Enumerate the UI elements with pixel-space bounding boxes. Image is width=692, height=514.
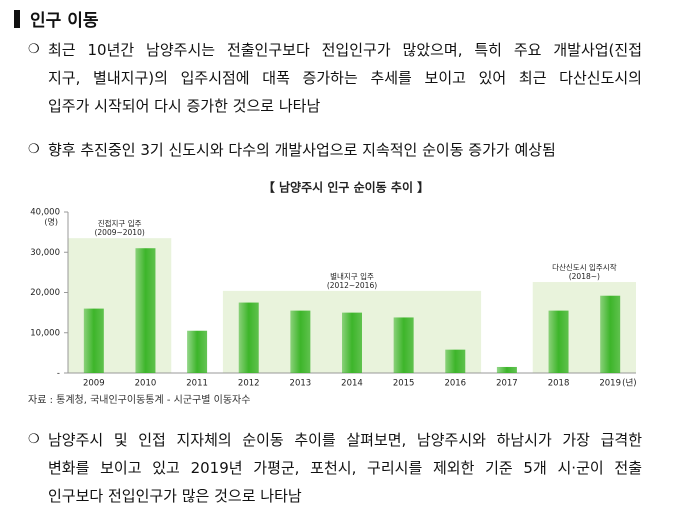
text-line: 남양주시 및 인접 지자체의 순이동 추이를 살펴보면, 남양주시와 하남시가 … <box>48 431 642 449</box>
y-tick-label: 40,000 <box>30 208 60 218</box>
x-unit: (년) <box>622 378 636 388</box>
band-label: 별내지구 입주 <box>330 271 374 281</box>
chart-title: 【 남양주시 인구 순이동 추이 】 <box>263 180 429 195</box>
source-note: 자료 : 통계청, 국내인구이동통계 - 시군구별 이동자수 <box>28 395 251 406</box>
bar <box>135 248 156 373</box>
text-line: 입주가 시작되어 다시 증가한 것으로 나타남 <box>48 97 321 115</box>
x-tick-label: 2016 <box>444 379 466 388</box>
bar <box>290 310 311 373</box>
paragraph: ❍ 남양주시 및 인접 지자체의 순이동 추이를 살펴보면, 남양주시와 하남시가… <box>28 426 642 510</box>
x-tick-label: 2010 <box>135 379 157 388</box>
section-heading: 인구 이동 <box>14 6 98 31</box>
bar <box>342 312 362 373</box>
y-tick-label: 20,000 <box>30 288 60 298</box>
x-tick-label: 2009 <box>83 379 105 388</box>
band-period: (2018~) <box>569 272 600 281</box>
bar <box>393 317 414 373</box>
paragraph-text: 최근 10년간 남양주시는 전출인구보다 전입인구가 많았으며, 특히 주요 개… <box>48 36 642 120</box>
x-tick-label: 2019 <box>599 379 621 388</box>
chart: 【 남양주시 인구 순이동 추이 】 진접지구 입주(2009~2010) 별내지… <box>30 180 636 388</box>
y-tick-label: 30,000 <box>30 248 60 258</box>
text-line: 최근 10년간 남양주시는 전출인구보다 전입인구가 많았으며, 특히 주요 개… <box>48 41 642 59</box>
heading-text: 인구 이동 <box>30 11 99 31</box>
band-period: (2009~2010) <box>94 228 144 237</box>
bar <box>496 366 517 373</box>
paragraph: ❍ 향후 추진중인 3기 신도시와 다수의 개발사업으로 지속적인 순이동 증가가… <box>28 136 642 164</box>
bar <box>548 310 569 373</box>
x-tick-label: 2012 <box>238 379 260 388</box>
bullet: ❍ <box>28 42 40 57</box>
highlight-band <box>532 282 636 373</box>
text-line: 지구, 별내지구)의 입주시점에 대폭 증가하는 추세를 보이고 있어 최근 다… <box>48 69 642 87</box>
band-label: 다산신도시 입주시작 <box>552 262 617 272</box>
bullet: ❍ <box>28 432 40 447</box>
bar <box>600 295 621 373</box>
x-tick-label: 2018 <box>548 379 570 388</box>
x-tick-label: 2014 <box>341 379 363 388</box>
x-tick-label: 2013 <box>290 379 312 388</box>
highlight-band <box>68 238 172 373</box>
bar <box>187 330 208 373</box>
paragraph: ❍ 최근 10년간 남양주시는 전출인구보다 전입인구가 많았으며, 특히 주요 … <box>28 36 642 120</box>
y-tick-label: 10,000 <box>30 328 60 338</box>
bullet: ❍ <box>28 142 40 157</box>
text-line: 인구보다 전입인구가 많은 것으로 나타남 <box>48 487 302 505</box>
bar <box>83 308 104 373</box>
x-tick-label: 2015 <box>393 379 415 388</box>
paragraph-text: 남양주시 및 인접 지자체의 순이동 추이를 살펴보면, 남양주시와 하남시가 … <box>48 426 642 510</box>
paragraph-text: 향후 추진중인 3기 신도시와 다수의 개발사업으로 지속적인 순이동 증가가 … <box>48 136 642 164</box>
text-line: 변화를 보이고 있고 2019년 가평군, 포천시, 구리시를 제외한 기준 5… <box>48 459 642 477</box>
x-tick-label: 2011 <box>186 379 208 388</box>
band-label: 진접지구 입주 <box>98 218 142 228</box>
y-tick-label: - <box>57 369 60 379</box>
y-unit: (명) <box>44 217 58 227</box>
bar <box>238 302 259 373</box>
bar <box>445 349 466 373</box>
text-line: 향후 추진중인 3기 신도시와 다수의 개발사업으로 지속적인 순이동 증가가 … <box>48 141 556 159</box>
x-tick-label: 2017 <box>496 379 518 388</box>
band-period: (2012~2016) <box>327 281 377 290</box>
